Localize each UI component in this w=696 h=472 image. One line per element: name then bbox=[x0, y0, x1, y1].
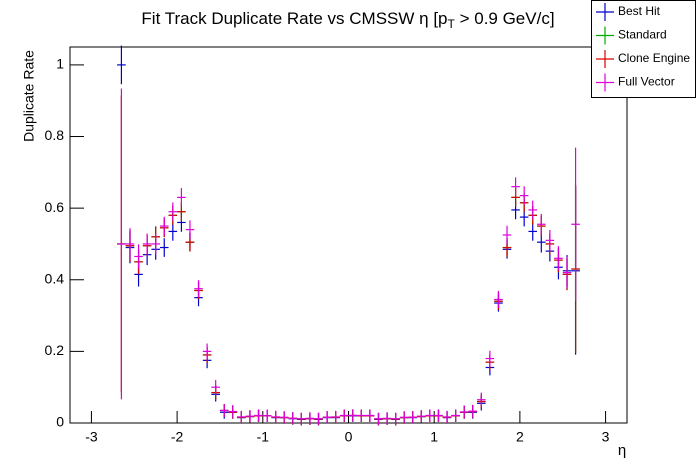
y-tick-label: 0.4 bbox=[45, 270, 65, 286]
y-tick-label: 0 bbox=[56, 414, 64, 430]
x-tick-label: 3 bbox=[602, 429, 610, 445]
x-tick-label: 0 bbox=[345, 429, 353, 445]
x-tick-label: -2 bbox=[171, 429, 184, 445]
y-tick-label: 1 bbox=[56, 56, 64, 72]
x-tick-label: 2 bbox=[516, 429, 524, 445]
legend-label: Best Hit bbox=[618, 4, 661, 18]
chart-title: Fit Track Duplicate Rate vs CMSSW η [pT … bbox=[141, 9, 554, 31]
title-text: Fit Track Duplicate Rate vs CMSSW η [p bbox=[141, 9, 447, 28]
legend-label: Clone Engine bbox=[618, 51, 690, 65]
x-tick-label: -1 bbox=[257, 429, 270, 445]
legend-box bbox=[591, 0, 696, 98]
x-tick-label: -3 bbox=[85, 429, 98, 445]
legend-label: Full Vector bbox=[618, 75, 675, 89]
x-tick-label: 1 bbox=[430, 429, 438, 445]
legend-label: Standard bbox=[618, 28, 667, 42]
y-axis-label: Duplicate Rate bbox=[21, 50, 37, 142]
legend: Best Hit Standard Clone Engine Full Vector bbox=[591, 0, 696, 98]
title-subscript: T bbox=[448, 17, 456, 31]
y-tick-label: 0.8 bbox=[45, 127, 65, 143]
x-axis-label: η bbox=[618, 442, 626, 459]
y-tick-label: 0.6 bbox=[45, 199, 65, 215]
y-tick-label: 0.2 bbox=[45, 342, 65, 358]
title-text: > 0.9 GeV/c] bbox=[455, 9, 555, 28]
